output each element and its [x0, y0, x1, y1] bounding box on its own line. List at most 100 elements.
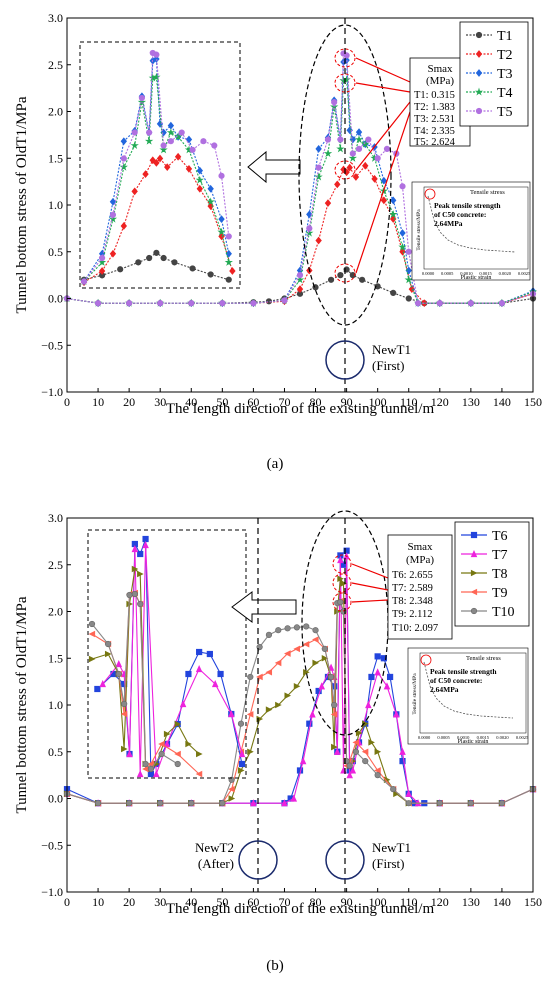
chart-b-newt1-sublabel: (First) — [372, 856, 405, 871]
chart-a-inset-text-1: Peak tensile strength — [434, 201, 501, 210]
zoom-point-t4 — [119, 162, 128, 171]
series-point-t10 — [284, 625, 291, 632]
x-tick-label: 80 — [310, 895, 322, 909]
chart-a-zoom-arrow — [247, 150, 301, 184]
series-point-t5 — [188, 300, 195, 307]
zoom-point-t7 — [126, 749, 133, 758]
legend-label-t10: T10 — [492, 605, 515, 620]
legend-marker-t5 — [475, 107, 483, 115]
chart-a-xlabel: The length direction of the existing tun… — [166, 401, 435, 417]
chart-b-peak-marker-3 — [332, 592, 352, 612]
series-point-t8 — [228, 795, 236, 802]
zoom-point-t8 — [88, 655, 96, 663]
chart-a-inset-frame — [411, 181, 531, 281]
zoom-point-t8 — [137, 570, 144, 578]
inset-x-tick-label: 0.0020 — [496, 735, 509, 740]
zoom-point-t4 — [144, 136, 154, 145]
series-point-t7 — [299, 757, 307, 765]
series-point-t7 — [281, 799, 288, 807]
chart-b-inset-plot — [419, 652, 527, 734]
series-point-t8 — [368, 739, 375, 746]
zoom-point-t10 — [121, 700, 128, 708]
series-line-t5 — [66, 52, 534, 304]
chart-b-inset-text-1: Peak tensile strength — [430, 667, 497, 676]
legend-label-t8: T8 — [492, 567, 508, 582]
x-tick-label: 110 — [400, 895, 418, 909]
x-tick-label: 140 — [493, 895, 511, 909]
chart-b-smax-line-3: T8: 2.348 — [392, 596, 433, 607]
chart-b-inset-ylabel: Tensile stress/MPa — [412, 673, 418, 715]
x-tick-label: 40 — [185, 395, 197, 409]
legend-frame — [454, 521, 530, 627]
y-tick-label: −0.5 — [41, 338, 63, 352]
x-tick-label: 110 — [400, 395, 418, 409]
series-point-t10 — [362, 757, 369, 765]
series-point-t5 — [331, 99, 338, 106]
series-point-t6 — [380, 655, 387, 662]
x-tick-label: 10 — [92, 895, 104, 909]
zoom-point-t3 — [109, 197, 117, 206]
series-point-t9 — [361, 748, 369, 756]
zoom-point-t4 — [206, 197, 215, 206]
x-tick-label: 100 — [369, 895, 387, 909]
zoom-point-t1 — [207, 271, 214, 278]
zoom-line-t3 — [83, 58, 230, 282]
caption-b: (b) — [266, 958, 284, 974]
zoom-point-t6 — [137, 550, 144, 558]
series-point-t10 — [327, 673, 335, 681]
chart-b-newt1-label: NewT1 — [372, 840, 411, 855]
series-point-t5 — [414, 300, 422, 307]
caption-a: (a) — [266, 456, 284, 472]
y-tick-label: 0.0 — [48, 292, 63, 306]
chart-panel-a: 0 10 20 30 40 50 60 70 80 90 100 110 120 130 140 150 3.0… — [14, 11, 542, 417]
chart-panel-b: 0 10 20 30 40 50 60 70 80 90 100 110 120 130 140 150 3.0… — [14, 510, 542, 917]
zoom-point-t5 — [225, 233, 232, 240]
x-tick-label: 10 — [92, 395, 104, 409]
series-point-t5 — [405, 248, 412, 255]
chart-a-zoom-series — [79, 49, 236, 287]
chart-b-newt2-circle — [238, 840, 278, 880]
legend-label-t6: T6 — [492, 529, 508, 544]
legend-label-t3: T3 — [497, 67, 513, 82]
chart-b-smax-title: Smax — [407, 541, 433, 553]
zoom-point-t7 — [142, 540, 149, 549]
series-point-t10 — [405, 800, 412, 807]
legend-label-t5: T5 — [497, 105, 513, 120]
series-point-t6 — [315, 687, 322, 695]
series-point-t9 — [352, 739, 360, 746]
chart-a-peak-marker-2 — [334, 73, 356, 93]
zoom-point-t10 — [104, 640, 112, 648]
series-point-t5 — [337, 136, 344, 143]
chart-a-inset-xlabel: Plastic strain — [461, 275, 492, 281]
chart-b-inset-ticks: 0.0000 0.0005 0.0010 0.0015 0.0020 0.0025 — [418, 735, 529, 740]
series-point-t4 — [336, 144, 345, 153]
series-point-t8 — [337, 575, 344, 583]
legend-marker-t3 — [475, 69, 483, 77]
chart-a-newt1-circle — [325, 340, 365, 380]
series-point-t10 — [312, 627, 319, 634]
inset-x-tick-label: 0.0015 — [477, 735, 490, 740]
zoom-point-t9 — [158, 740, 165, 748]
series-point-t9 — [302, 640, 310, 648]
figure: 0 10 20 30 40 50 60 70 80 90 100 110 120 130 140 1503.0… — [14, 11, 542, 917]
zoom-point-t5 — [200, 138, 207, 145]
series-line-t7 — [66, 556, 534, 804]
series-point-t10 — [94, 800, 102, 807]
series-point-t5 — [374, 155, 381, 162]
chart-a-inset-ticks: 0.0000 0.0005 0.0010 0.0015 0.0020 0.0025 — [422, 271, 531, 276]
x-tick-label: 50 — [216, 895, 228, 909]
legend-marker-t8 — [470, 569, 478, 577]
series-point-t5 — [296, 272, 304, 279]
zoom-point-t1 — [117, 266, 124, 273]
series-point-t7 — [365, 700, 372, 709]
zoom-point-t7 — [238, 749, 246, 758]
series-point-t3 — [390, 196, 397, 205]
series-point-t8 — [340, 580, 347, 587]
series-point-t2 — [324, 199, 332, 208]
y-tick-label: 1.5 — [48, 151, 63, 165]
zoom-point-t9 — [120, 710, 128, 718]
series-point-t2 — [399, 247, 406, 256]
zoom-point-t10 — [147, 765, 155, 773]
series-point-t4 — [330, 102, 339, 111]
inset-x-tick-label: 0.0010 — [460, 271, 473, 276]
